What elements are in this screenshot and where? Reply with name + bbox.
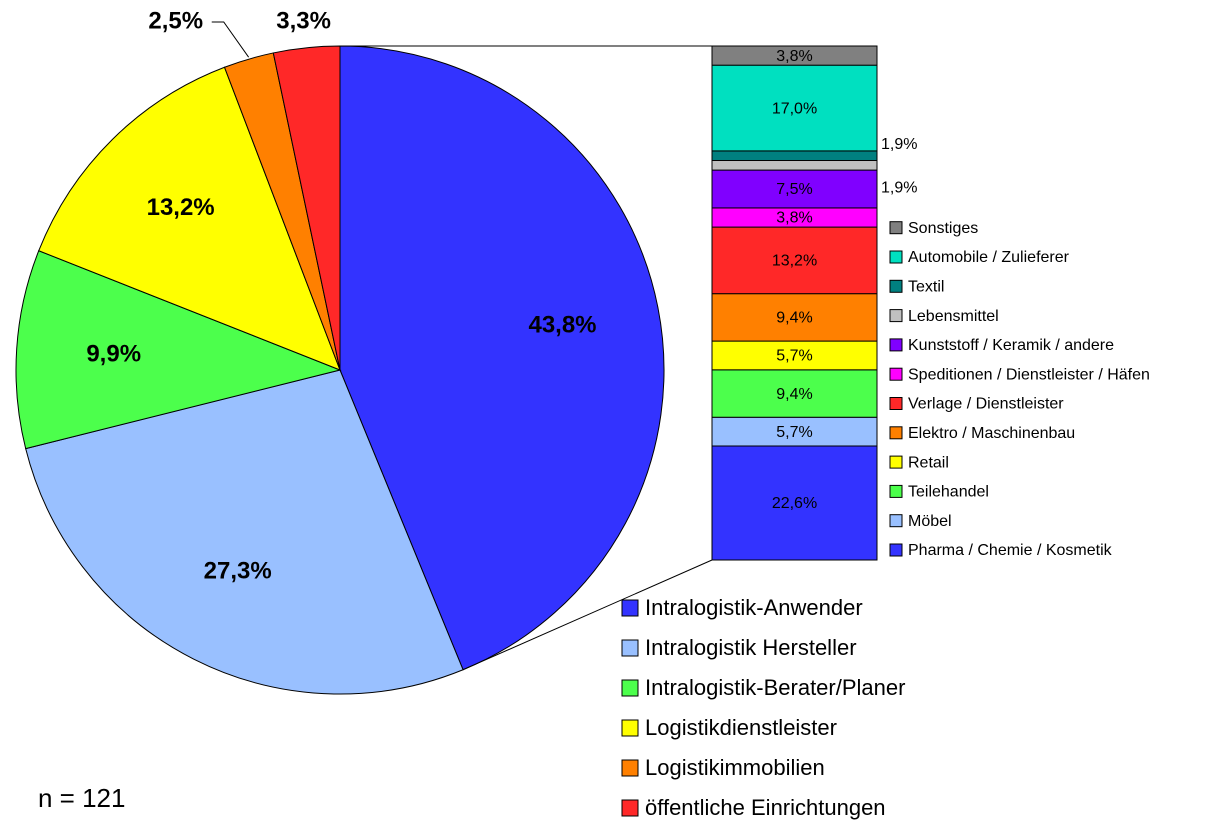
sample-size: n = 121 (38, 783, 125, 813)
pie-slice (38, 66, 341, 371)
slice-label: 13,2% (147, 194, 215, 221)
legend-swatch (621, 639, 639, 657)
legend-label: Verlage / Dienstleister (908, 396, 1064, 413)
segment-label: 13,2% (772, 253, 817, 270)
bar-segment (711, 416, 878, 447)
legend-swatch (621, 759, 639, 777)
segment-label: 17,0% (772, 100, 817, 117)
legend-label: öffentliche Einrichtungen (645, 795, 886, 820)
legend-label: Lebensmittel (908, 308, 999, 325)
legend-label: Intralogistik-Anwender (645, 595, 863, 620)
slice-label: 43,8% (528, 311, 596, 338)
legend-label: Logistikimmobilien (645, 755, 825, 780)
segment-label: 3,8% (776, 210, 812, 227)
legend-swatch (621, 719, 639, 737)
segment-label: 3,8% (776, 48, 812, 65)
legend-label: Pharma / Chemie / Kosmetik (908, 542, 1113, 559)
segment-label: 9,4% (776, 386, 812, 403)
bar-segment (711, 293, 878, 342)
connector (462, 559, 713, 671)
bar-segment (711, 340, 878, 371)
segment-label: 5,7% (776, 424, 812, 441)
legend-swatch (889, 250, 903, 264)
legend-swatch (621, 599, 639, 617)
legend-swatch (889, 514, 903, 528)
legend-label: Textil (908, 279, 944, 296)
bar-segment (711, 150, 878, 162)
legend-label: Retail (908, 454, 949, 471)
bar-segment (711, 445, 878, 561)
legend-label: Intralogistik-Berater/Planer (645, 675, 905, 700)
legend-label: Automobile / Zulieferer (908, 249, 1070, 266)
segment-label: 7,5% (776, 181, 812, 198)
legend-swatch (889, 397, 903, 410)
legend-swatch (889, 455, 903, 469)
leader-line (211, 21, 250, 58)
segment-label: 1,9% (881, 179, 917, 196)
slice-label: 9,9% (86, 340, 141, 367)
legend-label: Kunststoff / Keramik / andere (908, 337, 1114, 354)
slice-label: 27,3% (204, 558, 272, 585)
pie-slice (339, 45, 665, 671)
bar-segment (711, 226, 878, 295)
legend-label: Möbel (908, 513, 952, 530)
pie-slice (272, 45, 341, 371)
legend-label: Sonstiges (908, 220, 978, 237)
segment-label: 1,9% (881, 136, 917, 153)
legend-label: Intralogistik Hersteller (645, 635, 857, 660)
slice-label: 3,3% (276, 7, 331, 34)
legend-swatch (889, 367, 903, 381)
legend-label: Logistikdienstleister (645, 715, 837, 740)
legend-label: Elektro / Maschinenbau (908, 425, 1075, 442)
legend-label: Teilehandel (908, 484, 989, 501)
legend-swatch (889, 484, 903, 498)
segment-label: 5,7% (776, 348, 812, 365)
bar-segment (711, 369, 878, 418)
legend-swatch (621, 799, 639, 817)
legend-swatch (621, 679, 639, 697)
segment-label: 22,6% (772, 495, 817, 512)
legend-swatch (889, 543, 903, 557)
legend-swatch (889, 338, 903, 352)
legend-swatch (889, 221, 903, 235)
legend-swatch (889, 426, 903, 440)
legend-swatch (889, 279, 903, 293)
legend-swatch (889, 309, 903, 323)
pie-slice (25, 369, 464, 695)
slice-label: 2,5% (148, 7, 203, 34)
bar-segment (711, 64, 878, 152)
bar-segment (711, 160, 878, 171)
legend-label: Speditionen / Dienstleister / Häfen (908, 366, 1150, 383)
bar-segment (711, 169, 878, 209)
segment-label: 9,4% (776, 310, 812, 327)
pie-slice (15, 250, 342, 450)
bar-segment (711, 45, 878, 66)
